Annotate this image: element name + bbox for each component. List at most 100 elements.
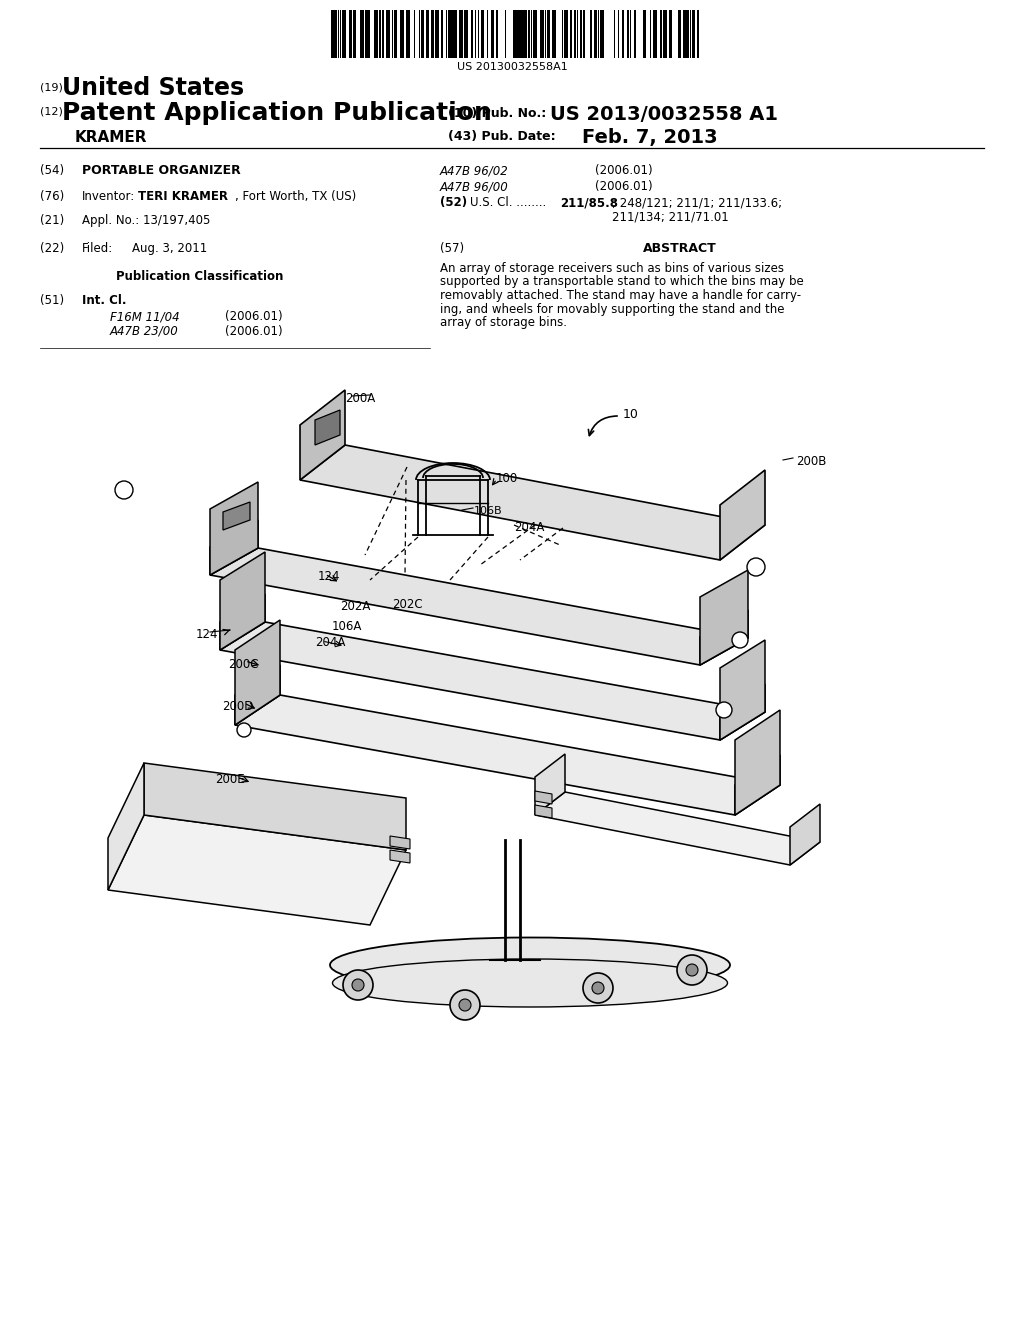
Polygon shape	[700, 610, 748, 665]
Polygon shape	[220, 552, 265, 649]
Text: TERI KRAMER: TERI KRAMER	[138, 190, 228, 203]
Polygon shape	[535, 805, 552, 818]
Bar	[386, 11, 388, 58]
Bar	[344, 11, 346, 58]
Polygon shape	[108, 763, 144, 890]
Polygon shape	[700, 570, 748, 665]
Polygon shape	[210, 482, 258, 576]
Bar	[407, 11, 409, 58]
Text: A47B 96/02: A47B 96/02	[440, 164, 509, 177]
Polygon shape	[234, 620, 280, 725]
Text: 200A: 200A	[345, 392, 375, 405]
Text: (12): (12)	[40, 107, 62, 117]
Text: supported by a transportable stand to which the bins may be: supported by a transportable stand to wh…	[440, 276, 804, 289]
Bar	[464, 11, 466, 58]
Bar	[678, 11, 680, 58]
Text: PORTABLE ORGANIZER: PORTABLE ORGANIZER	[82, 164, 241, 177]
Bar	[665, 11, 667, 58]
Polygon shape	[720, 684, 765, 741]
Polygon shape	[300, 445, 765, 560]
Polygon shape	[144, 763, 406, 850]
Text: Feb. 7, 2013: Feb. 7, 2013	[582, 128, 718, 147]
Polygon shape	[735, 755, 780, 814]
Text: 10: 10	[623, 408, 639, 421]
Polygon shape	[210, 548, 748, 665]
Text: (54): (54)	[40, 164, 65, 177]
Text: Patent Application Publication: Patent Application Publication	[62, 102, 492, 125]
Text: 200C: 200C	[228, 657, 258, 671]
Bar	[594, 11, 596, 58]
Text: 211/85.8: 211/85.8	[560, 195, 618, 209]
Text: (10) Pub. No.:: (10) Pub. No.:	[449, 107, 546, 120]
Text: removably attached. The stand may have a handle for carry-: removably attached. The stand may have a…	[440, 289, 801, 302]
Text: array of storage bins.: array of storage bins.	[440, 315, 567, 329]
Circle shape	[583, 973, 613, 1003]
Bar	[644, 11, 646, 58]
Polygon shape	[790, 804, 820, 865]
Text: 204A: 204A	[315, 636, 345, 649]
Polygon shape	[234, 665, 280, 725]
Circle shape	[450, 990, 480, 1020]
Polygon shape	[108, 814, 406, 925]
Text: US 2013/0032558 A1: US 2013/0032558 A1	[550, 106, 778, 124]
Text: (21): (21)	[40, 214, 65, 227]
Circle shape	[237, 723, 251, 737]
Text: Aug. 3, 2011: Aug. 3, 2011	[132, 242, 207, 255]
Bar	[663, 11, 665, 58]
Text: 200B: 200B	[796, 455, 826, 469]
Text: Filed:: Filed:	[82, 242, 114, 255]
Polygon shape	[535, 754, 565, 814]
Bar	[660, 11, 662, 58]
Polygon shape	[535, 791, 552, 804]
Bar	[382, 11, 384, 58]
Circle shape	[686, 964, 698, 975]
Text: (2006.01): (2006.01)	[595, 164, 652, 177]
Bar	[366, 11, 368, 58]
Text: An array of storage receivers such as bins of various sizes: An array of storage receivers such as bi…	[440, 261, 784, 275]
Text: U.S. Cl. ........: U.S. Cl. ........	[470, 195, 546, 209]
Text: 202A: 202A	[340, 601, 371, 612]
Bar	[395, 11, 397, 58]
Text: 124: 124	[196, 628, 218, 642]
Text: (2006.01): (2006.01)	[225, 310, 283, 323]
Polygon shape	[390, 836, 410, 849]
Bar	[518, 11, 520, 58]
Bar	[590, 11, 592, 58]
Text: (2006.01): (2006.01)	[595, 180, 652, 193]
Polygon shape	[720, 640, 765, 741]
Polygon shape	[535, 792, 820, 865]
Text: (2006.01): (2006.01)	[225, 325, 283, 338]
Bar	[552, 11, 554, 58]
Text: (22): (22)	[40, 242, 65, 255]
Bar	[460, 11, 462, 58]
Bar	[523, 11, 525, 58]
Bar	[565, 11, 567, 58]
Bar	[490, 11, 493, 58]
Bar	[421, 11, 423, 58]
Ellipse shape	[333, 960, 727, 1007]
Bar	[451, 11, 453, 58]
Circle shape	[592, 982, 604, 994]
Text: 200D: 200D	[222, 700, 253, 713]
Text: 100: 100	[496, 473, 518, 484]
Bar	[600, 11, 603, 58]
Circle shape	[732, 632, 748, 648]
Polygon shape	[300, 389, 345, 480]
Text: A47B 96/00: A47B 96/00	[440, 180, 509, 193]
Text: A47B 23/00: A47B 23/00	[110, 325, 179, 338]
Circle shape	[352, 979, 364, 991]
Text: (19): (19)	[40, 82, 62, 92]
Text: ; 248/121; 211/1; 211/133.6;: ; 248/121; 211/1; 211/133.6;	[612, 195, 782, 209]
Text: (76): (76)	[40, 190, 65, 203]
Bar	[580, 11, 582, 58]
Bar	[354, 11, 356, 58]
Text: 202C: 202C	[392, 598, 423, 611]
Text: Inventor:: Inventor:	[82, 190, 135, 203]
Circle shape	[115, 480, 133, 499]
Polygon shape	[220, 622, 765, 741]
Text: F16M 11/04: F16M 11/04	[110, 310, 179, 323]
Text: ABSTRACT: ABSTRACT	[643, 242, 717, 255]
Circle shape	[677, 954, 707, 985]
Polygon shape	[390, 850, 410, 863]
Bar	[570, 11, 572, 58]
